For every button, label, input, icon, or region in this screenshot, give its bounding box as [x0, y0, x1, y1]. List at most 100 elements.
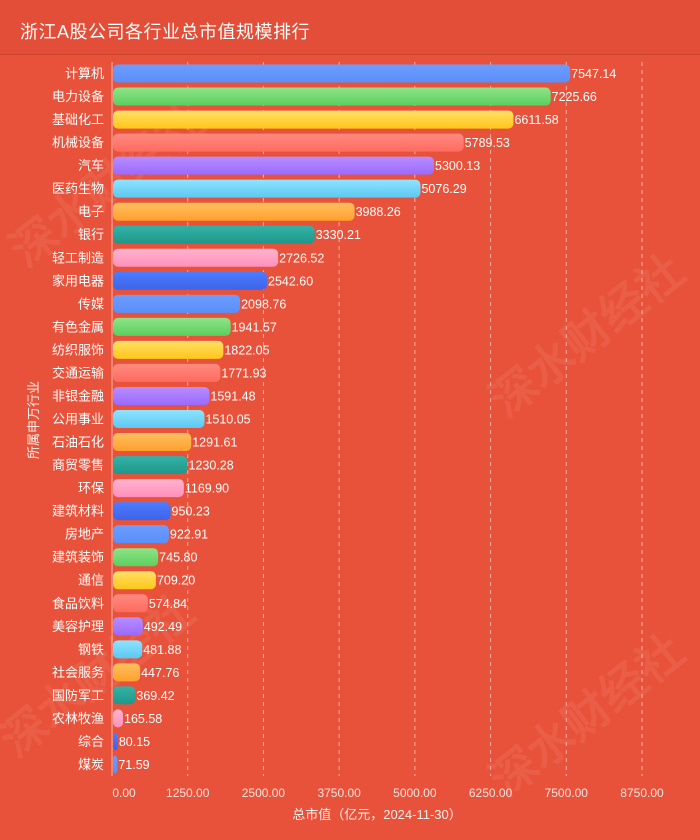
- bar-电子: [113, 202, 355, 221]
- y-category-label: 商贸零售: [52, 458, 104, 473]
- bar-医药生物: [113, 179, 421, 198]
- x-tick-label-0: 0.00: [112, 786, 136, 800]
- x-axis-title: 总市值（亿元，2024-11-30）: [292, 807, 462, 822]
- value-label-商贸零售: 1230.28: [189, 459, 234, 473]
- chart-header: 浙江A股公司各行业总市值规模排行: [0, 0, 700, 55]
- bar-电力设备: [113, 87, 551, 106]
- bar-银行: [113, 225, 315, 244]
- value-label-环保: 1169.90: [185, 482, 229, 496]
- value-label-有色金属: 1941.57: [232, 320, 277, 334]
- value-label-农林牧渔: 165.58: [124, 712, 162, 726]
- bar-美容护理: [113, 617, 143, 636]
- value-label-银行: 3330.21: [316, 228, 361, 242]
- y-category-label: 电力设备: [52, 89, 104, 104]
- y-category-label: 美容护理: [52, 619, 104, 634]
- bar-商贸零售: [113, 456, 188, 475]
- y-category-label: 通信: [78, 573, 104, 588]
- bar-石油石化: [113, 433, 192, 452]
- value-label-计算机: 7547.14: [571, 67, 616, 81]
- bar-家用电器: [113, 271, 268, 290]
- value-label-医药生物: 5076.29: [421, 182, 466, 196]
- bar-计算机: [113, 64, 571, 83]
- x-tick-label-4: 5000.00: [393, 786, 437, 800]
- bar-纺织服饰: [113, 340, 224, 359]
- value-label-综合: 80.15: [119, 735, 150, 749]
- y-category-label: 国防军工: [52, 688, 104, 703]
- bar-建筑装饰: [113, 548, 159, 567]
- y-category-label: 电子: [78, 204, 104, 219]
- bar-公用事业: [113, 410, 205, 428]
- value-label-建筑材料: 950.23: [172, 505, 210, 519]
- value-label-国防军工: 369.42: [136, 689, 174, 703]
- y-category-label: 公用事业: [52, 412, 104, 427]
- y-category-label: 煤炭: [78, 757, 104, 772]
- value-label-房地产: 922.91: [170, 528, 208, 542]
- y-axis-title: 所属申万行业: [26, 381, 41, 459]
- y-category-label: 石油石化: [52, 435, 104, 450]
- bar-国防军工: [113, 686, 136, 705]
- y-category-label: 计算机: [65, 66, 104, 81]
- bar-汽车: [113, 156, 435, 175]
- y-category-label: 医药生物: [52, 181, 104, 196]
- value-label-非银金融: 1591.48: [210, 389, 255, 403]
- y-category-label: 银行: [78, 227, 104, 242]
- bar-综合: [113, 732, 118, 751]
- bar-非银金融: [113, 386, 210, 405]
- bar-社会服务: [113, 663, 141, 682]
- bar-农林牧渔: [113, 709, 124, 728]
- y-category-label: 钢铁: [78, 642, 104, 657]
- bar-环保: [113, 479, 184, 498]
- y-category-label: 非银金融: [52, 388, 104, 403]
- y-category-label: 家用电器: [52, 273, 104, 288]
- bar-轻工制造: [113, 248, 279, 267]
- bar-房地产: [113, 525, 169, 544]
- y-category-label: 交通运输: [52, 365, 104, 380]
- value-label-交通运输: 1771.93: [221, 366, 266, 380]
- y-category-label: 传媒: [78, 296, 104, 311]
- bar-基础化工: [113, 110, 514, 129]
- value-label-美容护理: 492.49: [144, 620, 182, 634]
- value-label-公用事业: 1510.05: [205, 413, 250, 427]
- bar-食品饮料: [113, 594, 148, 613]
- bar-机械设备: [113, 133, 464, 152]
- value-label-汽车: 5300.13: [435, 159, 480, 173]
- y-category-label: 建筑装饰: [52, 550, 104, 565]
- x-tick-label-6: 7500.00: [545, 786, 589, 800]
- bar-传媒: [113, 294, 241, 313]
- value-label-食品饮料: 574.84: [149, 597, 187, 611]
- value-label-通信: 709.20: [157, 574, 195, 588]
- y-category-label: 社会服务: [52, 665, 104, 680]
- value-label-轻工制造: 2726.52: [279, 251, 324, 265]
- y-category-label: 纺织服饰: [52, 342, 104, 357]
- x-tick-label-2: 2500.00: [242, 786, 286, 800]
- x-tick-label-1: 1250.00: [166, 786, 210, 800]
- y-category-label: 综合: [78, 734, 104, 749]
- y-category-label: 建筑材料: [52, 504, 104, 519]
- y-category-label: 汽车: [78, 158, 104, 173]
- x-tick-label-7: 8750.00: [620, 786, 664, 800]
- value-label-传媒: 2098.76: [241, 297, 286, 311]
- value-label-电子: 3988.26: [356, 205, 401, 219]
- bar-有色金属: [113, 317, 231, 336]
- y-category-label: 有色金属: [52, 319, 104, 334]
- value-label-社会服务: 447.76: [141, 666, 179, 680]
- x-tick-label-5: 6250.00: [469, 786, 513, 800]
- y-category-label: 基础化工: [52, 112, 104, 127]
- y-category-label: 机械设备: [52, 135, 104, 150]
- chart-title: 浙江A股公司各行业总市值规模排行: [20, 22, 311, 42]
- value-label-石油石化: 1291.61: [192, 436, 237, 450]
- bar-通信: [113, 571, 156, 590]
- y-category-label: 农林牧渔: [52, 711, 104, 726]
- y-category-label: 食品饮料: [52, 596, 104, 611]
- value-label-家用电器: 2542.60: [268, 274, 313, 288]
- value-label-钢铁: 481.88: [143, 643, 181, 657]
- y-category-label: 房地产: [65, 527, 104, 542]
- bar-钢铁: [113, 640, 143, 659]
- value-label-机械设备: 5789.53: [465, 136, 510, 150]
- value-label-基础化工: 6611.58: [514, 113, 558, 127]
- value-label-电力设备: 7225.66: [552, 90, 597, 104]
- bar-煤炭: [113, 755, 118, 774]
- value-label-煤炭: 71.59: [118, 758, 149, 772]
- bar-建筑材料: [113, 502, 171, 521]
